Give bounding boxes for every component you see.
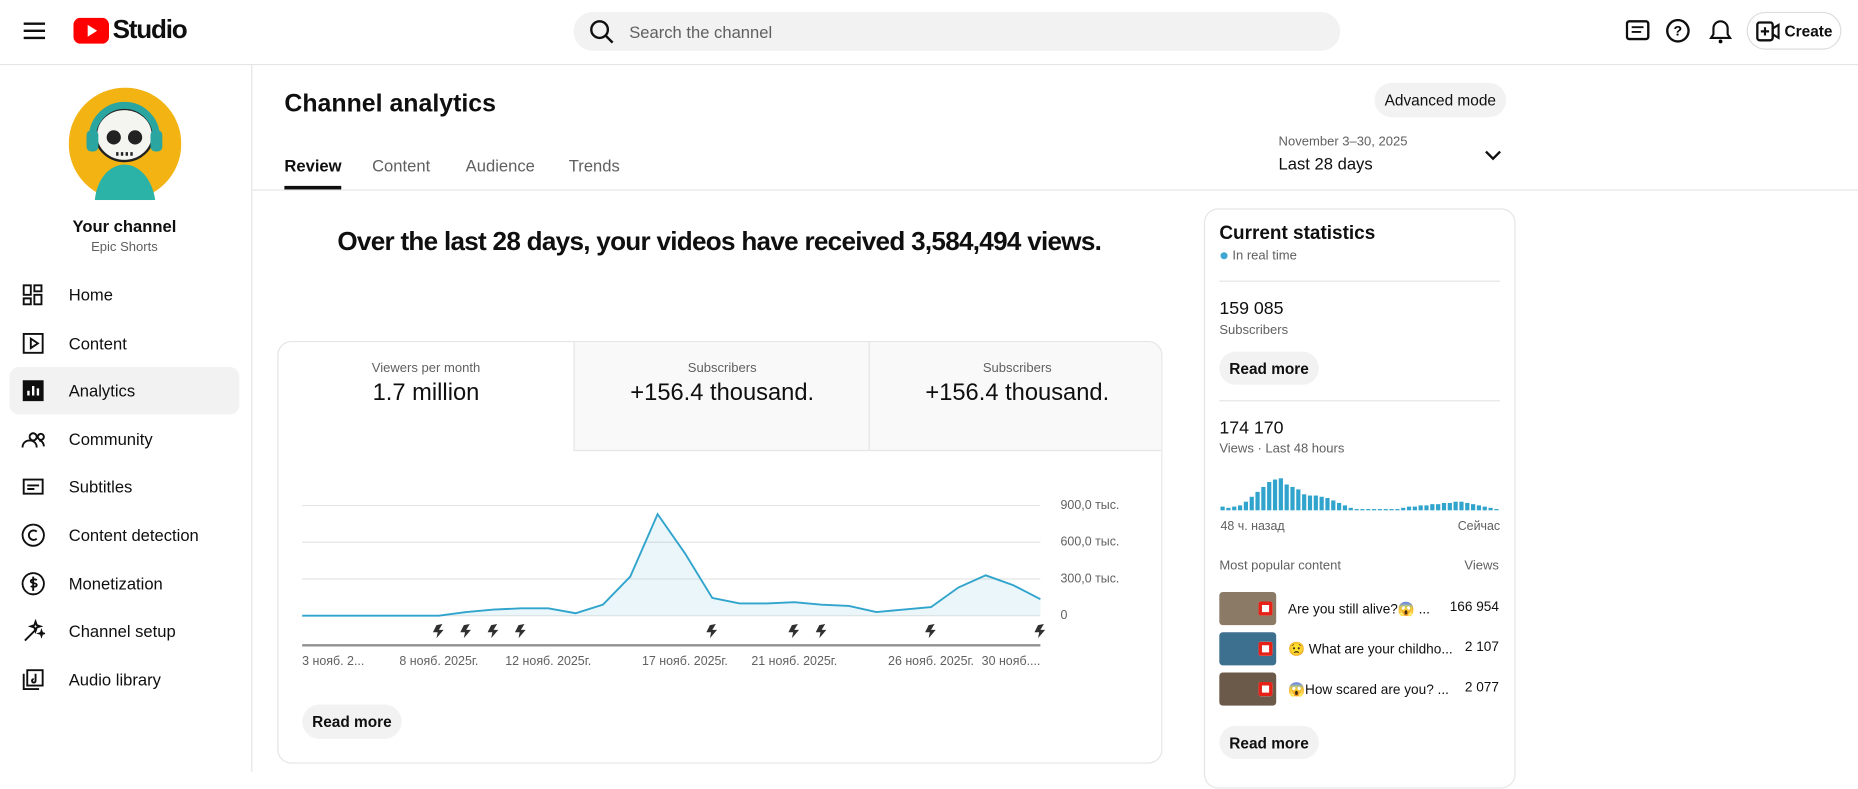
metric-label: Subscribers <box>687 361 757 376</box>
content-title[interactable]: 😟 What are your childho... <box>1288 642 1453 658</box>
headline: Over the last 28 days, your videos have … <box>337 226 1102 256</box>
tab[interactable]: Trends <box>568 156 620 176</box>
shorts-badge <box>1258 641 1273 656</box>
header <box>0 0 1858 66</box>
metric-value: +156.4 thousand. <box>630 380 815 407</box>
nav-icon[interactable] <box>21 283 45 307</box>
nav-item[interactable]: Content detection <box>68 525 199 545</box>
nav-icon-path <box>22 479 44 496</box>
nav-item[interactable]: Subtitles <box>68 477 133 497</box>
create-label[interactable]: Create <box>1784 22 1833 41</box>
nav-icon[interactable] <box>21 379 45 403</box>
nav-item[interactable]: Analytics <box>68 381 136 401</box>
nav-icon[interactable] <box>21 427 45 451</box>
metric-tile[interactable]: Viewers per month 1.7 million <box>278 342 573 451</box>
header-icons[interactable]: ? <box>1625 18 1733 45</box>
metric-value: +156.4 thousand. <box>925 380 1110 407</box>
period[interactable]: Last 28 days <box>1278 153 1373 173</box>
tab[interactable]: Audience <box>465 156 535 176</box>
nav-icon-path <box>21 523 45 547</box>
subscribers-label: Subscribers <box>1219 323 1289 338</box>
nav-item[interactable]: Audio library <box>68 669 161 689</box>
content-title[interactable]: Are you still alive?😱 ... <box>1288 602 1430 617</box>
metric-tile[interactable]: Subscribers +156.4 thousand. <box>573 342 869 452</box>
popular-views-header: Views <box>1464 558 1499 574</box>
logo-text[interactable]: Studio <box>112 14 188 44</box>
nav-icon-path <box>27 386 40 396</box>
content-views: 2 077 <box>1464 680 1499 696</box>
nav-item[interactable]: Home <box>68 285 113 305</box>
create-icon[interactable] <box>1756 21 1780 42</box>
channel-handle: Epic Shorts <box>91 240 158 255</box>
period-chevron[interactable] <box>1484 148 1503 162</box>
nav-item[interactable]: Monetization <box>68 573 163 593</box>
nav-icon[interactable] <box>21 331 45 355</box>
nav-icon[interactable] <box>21 668 45 692</box>
metric-tile[interactable]: Subscribers +156.4 thousand. <box>868 342 1162 452</box>
views-value: 174 170 <box>1219 417 1284 439</box>
sidebar <box>0 63 253 772</box>
channel-name[interactable]: Your channel <box>72 216 177 236</box>
metric-value: 1.7 million <box>372 380 480 407</box>
realtime-dot <box>1220 252 1228 260</box>
popular-title: Most popular content <box>1219 558 1342 574</box>
tab[interactable]: Review <box>284 156 342 176</box>
logo-icon[interactable] <box>73 17 110 44</box>
realtime-label: In real time <box>1232 248 1297 263</box>
nav-icon[interactable] <box>21 475 45 499</box>
nav-icon-path <box>24 619 46 642</box>
page-title: Channel analytics <box>284 89 496 118</box>
views-label: Views · Last 48 hours <box>1219 441 1345 456</box>
nav-item[interactable]: Content <box>68 333 127 353</box>
search-box[interactable] <box>573 11 1341 51</box>
nav-icon[interactable] <box>21 619 46 643</box>
search-icon[interactable] <box>589 19 615 45</box>
content-views: 166 954 <box>1449 600 1499 615</box>
tab[interactable]: Content <box>372 156 431 176</box>
content-title[interactable]: 😱How scared are you? ... <box>1288 683 1449 698</box>
stats-title: Current statistics <box>1219 223 1376 244</box>
read-more-button[interactable]: Read more <box>1219 725 1319 759</box>
subscribers-value: 159 085 <box>1219 298 1284 319</box>
nav-icon[interactable] <box>21 523 45 547</box>
create-button[interactable] <box>1746 11 1842 50</box>
nav-icon-path <box>22 668 44 690</box>
tab-underline <box>284 185 342 190</box>
nav-icon-path <box>21 432 45 448</box>
menu-icon[interactable] <box>23 19 47 43</box>
tabs-border <box>252 189 1858 191</box>
shorts-badge <box>1258 681 1273 697</box>
channel-avatar[interactable] <box>68 87 182 201</box>
nav-active-bg <box>9 367 240 415</box>
nav-icon-path <box>22 332 44 354</box>
advanced-mode-button[interactable]: Advanced mode <box>1374 82 1507 118</box>
divider <box>1219 280 1501 282</box>
read-more-button[interactable]: Read more <box>302 704 402 739</box>
nav-item[interactable]: Channel setup <box>68 621 176 641</box>
divider <box>1219 400 1501 402</box>
nav-icon-path <box>22 284 43 306</box>
shorts-badge <box>1258 601 1273 616</box>
search-placeholder[interactable]: Search the channel <box>629 22 773 42</box>
content-views: 2 107 <box>1464 640 1499 655</box>
date-range[interactable]: November 3–30, 2025 <box>1278 134 1408 150</box>
read-more-button[interactable]: Read more <box>1219 351 1319 385</box>
overview-card: Viewers per month 1.7 million Subscribers +… <box>277 340 1163 764</box>
metric-label: Viewers per month <box>371 361 481 376</box>
metric-label: Subscribers <box>982 361 1052 376</box>
svg-text:?: ? <box>1674 24 1683 40</box>
nav-icon-path <box>21 571 45 595</box>
nav-item[interactable]: Community <box>68 429 153 449</box>
nav-icon[interactable] <box>21 571 45 595</box>
